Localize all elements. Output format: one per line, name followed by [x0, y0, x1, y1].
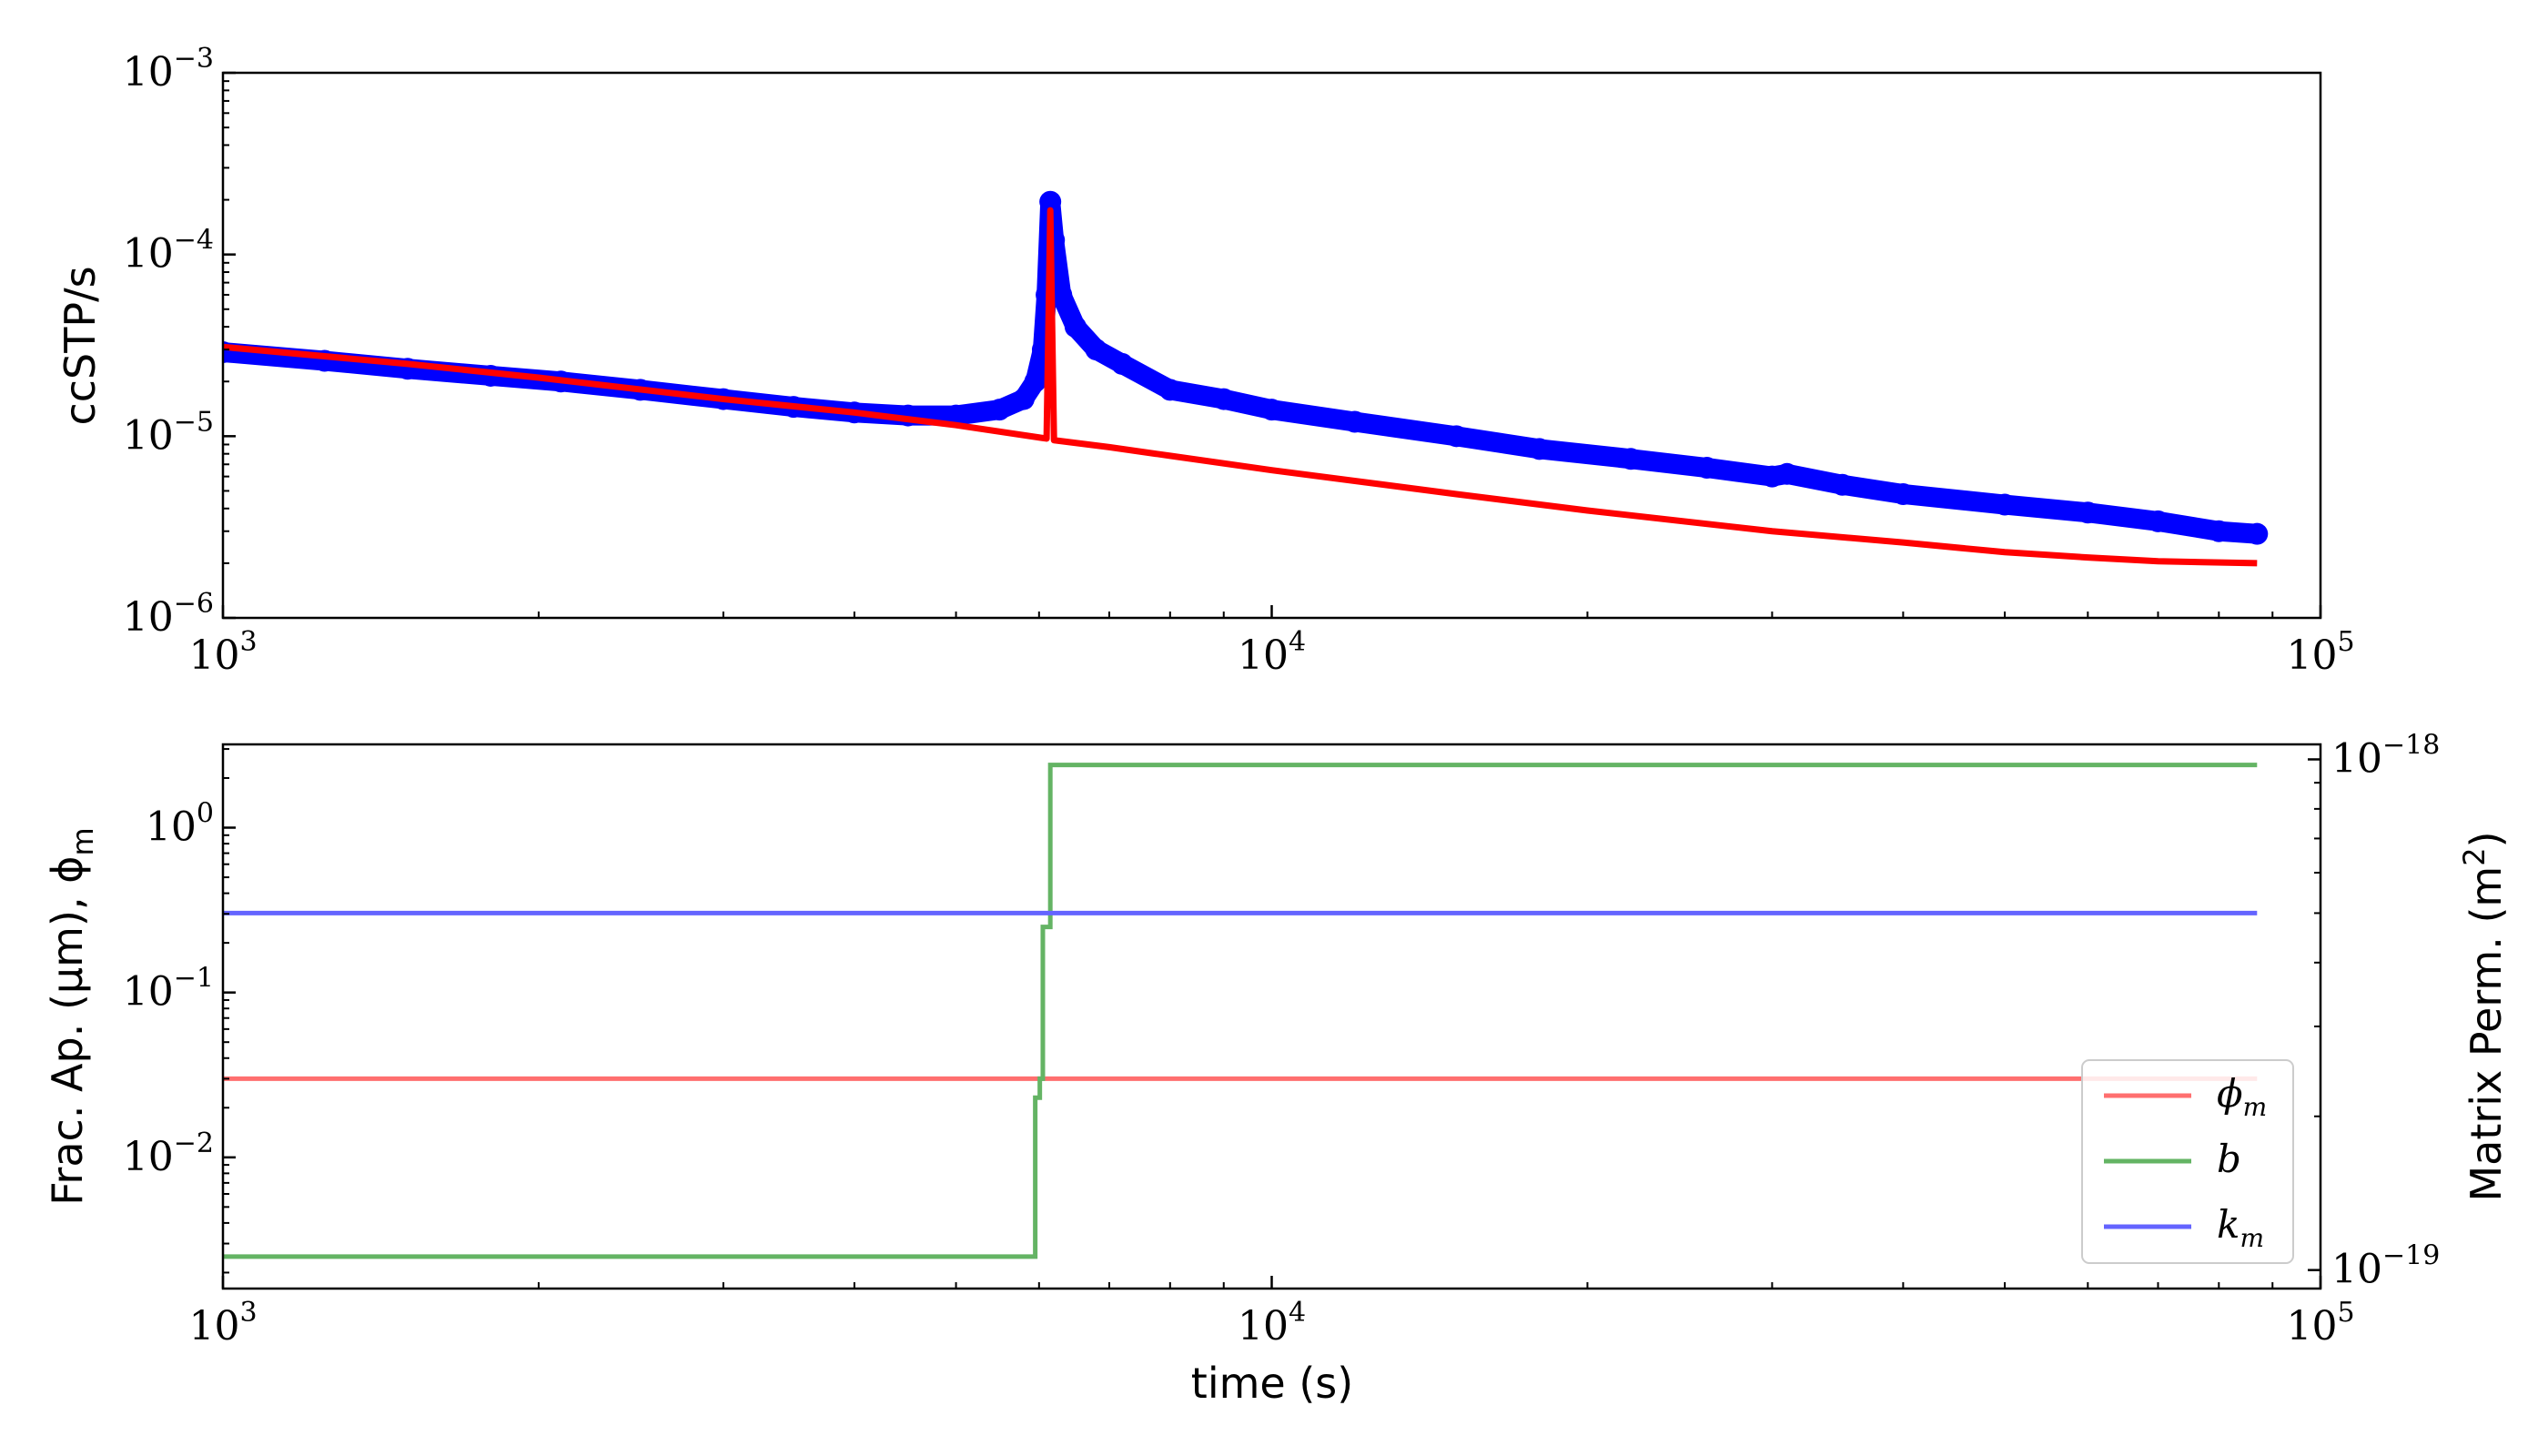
legend-label-1: b: [2217, 1137, 2241, 1181]
model-flow-line: [223, 207, 2258, 567]
measured-flow-point: [2077, 501, 2099, 524]
measured-flow-point: [1343, 410, 1366, 433]
top-x-tick-label: 104: [1238, 626, 1306, 679]
measured-flow-point: [1620, 448, 1643, 470]
top-y-tick-label: 10−4: [123, 225, 214, 278]
bottom-y-axis-label: Frac. Ap. (μm), ϕm: [43, 827, 100, 1205]
legend-label-2: km: [2217, 1202, 2264, 1253]
measured-flow-point: [1111, 352, 1134, 375]
top-y-tick-label: 10−6: [123, 588, 214, 641]
bottom-y2-tick-label: 10−18: [2331, 729, 2440, 782]
top-y-tick-label: 10−5: [123, 406, 214, 459]
measured-flow-point: [1445, 425, 1468, 448]
measured-flow-point: [1158, 379, 1181, 401]
measured-flow-point: [1892, 482, 1915, 505]
measured-flow-point: [1012, 388, 1035, 410]
measured-flow-point: [2208, 520, 2230, 542]
measured-flow-point: [1050, 283, 1073, 306]
legend: ϕm b km: [2081, 1059, 2294, 1264]
top-y-tick-label: 10−3: [123, 43, 214, 96]
measured-flow-point: [1212, 388, 1235, 410]
bottom-y-tick-label: 100: [146, 798, 214, 851]
measured-flow-point: [1831, 473, 1854, 496]
measured-flow-point: [1085, 339, 1107, 361]
bottom-series-layer: [223, 763, 2258, 1259]
measured-flow-point: [988, 399, 1011, 421]
measured-flow-point: [1528, 438, 1551, 460]
top-y-axis-label: ccSTP/s: [56, 266, 105, 425]
measured-flow-point: [2147, 510, 2169, 532]
legend-label-0: ϕm: [2217, 1071, 2267, 1122]
measured-flow-point: [1064, 316, 1087, 339]
top-x-tick-label: 103: [188, 626, 257, 679]
bottom-y2-tick-label: 10−19: [2331, 1240, 2440, 1293]
series-line-1: [223, 763, 2258, 1259]
bottom-panel: 103 104 105 10−2 10−1 100 10−19 10−18 Frac. Ap.…: [43, 729, 2511, 1408]
top-panel: 103 104 105 10−6 10−5 10−4 10−3 ccSTP/s: [56, 43, 2355, 679]
measured-flow-point: [1260, 399, 1283, 421]
measured-flow-point: [1775, 462, 1798, 485]
bottom-y-tick-label: 10−1: [123, 963, 214, 1016]
measured-flow-point: [1994, 493, 2017, 516]
top-axes-frame: [221, 71, 2322, 620]
measured-flow-point: [1039, 190, 1062, 213]
bottom-y2-axis-label: Matrix Perm. (m2): [2457, 831, 2511, 1201]
bottom-x-tick-label: 104: [1238, 1297, 1306, 1350]
bottom-y-tick-label: 10−2: [123, 1127, 214, 1180]
top-series-layer: [223, 190, 2269, 567]
measured-flow-band: [223, 191, 2268, 544]
bottom-x-axis-label: time (s): [1191, 1359, 1353, 1408]
bottom-x-tick-label: 103: [188, 1297, 257, 1350]
top-x-tick-label: 105: [2286, 626, 2354, 679]
measured-flow-point: [1024, 370, 1046, 393]
bottom-ticks: 103 104 105 10−2 10−1 100 10−19 10−18: [123, 729, 2441, 1350]
bottom-x-tick-label: 105: [2286, 1297, 2354, 1350]
measured-flow-point: [2246, 522, 2269, 545]
bottom-axes-frame: [221, 743, 2322, 1290]
measured-flow-point: [1695, 457, 1718, 480]
top-ticks: 103 104 105 10−6 10−5 10−4 10−3: [123, 43, 2355, 679]
measured-flow-point: [945, 404, 967, 427]
